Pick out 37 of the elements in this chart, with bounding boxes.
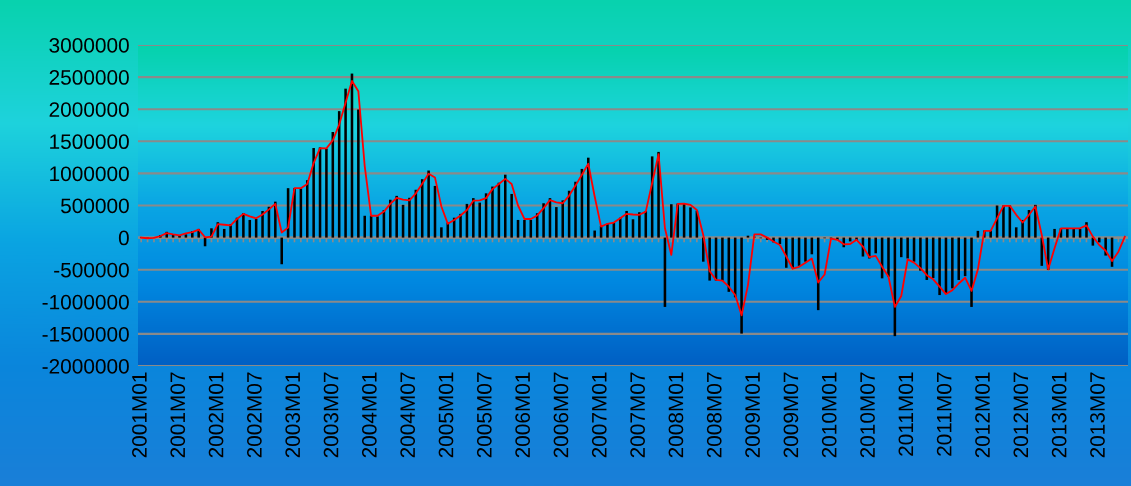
x-tick-label: 2006M07 [553, 372, 569, 458]
x-tick-label: 2010M01 [821, 372, 837, 458]
x-tick-label: 2013M01 [1051, 372, 1067, 458]
x-tick-label: 2011M07 [936, 372, 952, 456]
x-tick-label: 2012M07 [1013, 372, 1029, 458]
x-tick-label: 2004M07 [400, 372, 416, 458]
x-tick-label: 2009M07 [783, 372, 799, 458]
y-tick-label: 3000000 [49, 38, 129, 53]
x-tick-label: 2010M07 [860, 372, 875, 458]
y-tick-label: 1000000 [50, 166, 129, 182]
x-tick-label: 2002M07 [247, 372, 262, 458]
x-tick-label: 2001M01 [132, 372, 147, 458]
y-tick-label: -2000000 [42, 359, 129, 374]
x-tick-label: 2003M07 [323, 372, 339, 458]
x-tick-label: 2012M01 [975, 372, 990, 458]
x-tick-label: 2004M01 [361, 372, 377, 458]
y-tick-label: 2500000 [49, 70, 129, 85]
x-tick-label: 2007M01 [591, 372, 607, 458]
y-tick-label: 1500000 [50, 134, 129, 150]
x-tick-label: 2008M07 [706, 372, 722, 458]
y-tick-label: -1500000 [42, 326, 129, 342]
y-tick-label: -500000 [54, 262, 129, 278]
x-tick-label: 2002M01 [208, 372, 224, 458]
x-tick-label: 2005M07 [476, 372, 492, 458]
x-tick-label: 2013M07 [1090, 372, 1105, 458]
x-tick-label: 2003M01 [285, 372, 301, 458]
x-tick-label: 2008M01 [668, 372, 684, 458]
y-tick-label: 500000 [60, 198, 129, 214]
y-tick-label: 2000000 [49, 102, 129, 117]
x-tick-label: 2007M07 [630, 372, 645, 458]
y-tick-label: -1000000 [42, 294, 129, 310]
x-tick-label: 2006M01 [515, 372, 531, 458]
x-tick-label: 2001M07 [170, 372, 186, 458]
x-tick-label: 2009M01 [745, 372, 760, 458]
x-tick-label: 2005M01 [438, 372, 454, 458]
y-tick-label: 0 [118, 230, 129, 246]
x-tick-label: 2011M01 [898, 372, 914, 456]
